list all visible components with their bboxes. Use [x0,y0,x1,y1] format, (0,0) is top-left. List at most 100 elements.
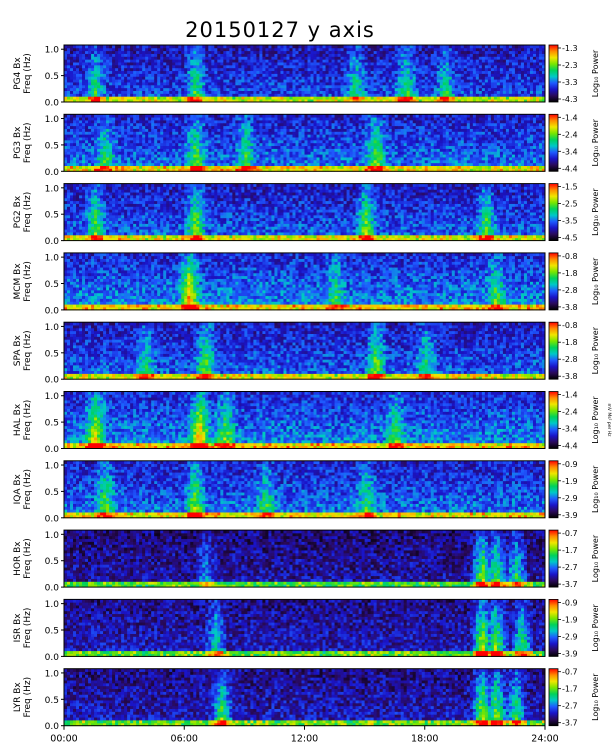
heat-cell [187,137,191,141]
heat-cell [517,76,522,80]
heat-cell [214,93,218,97]
heat-cell [322,139,326,144]
heat-cell [115,53,119,57]
heat-cell [307,159,311,164]
heat-cell [112,134,116,138]
heat-cell [346,90,350,94]
heat-cell [103,84,107,89]
heat-cell [532,82,537,86]
heat-cell [76,99,80,103]
heat-cell [205,168,209,172]
heat-cell [265,131,269,135]
heat-cell [388,90,393,94]
heat-cell [517,87,522,91]
heat-cell [400,87,405,91]
heat-cell [322,125,326,129]
heat-cell [121,73,125,77]
heat-cell [523,93,528,97]
heat-cell [460,50,465,54]
heat-cell [514,53,519,57]
heat-cell [346,45,350,49]
colorbar-tick-label: -2.3 [562,61,578,70]
heat-cell [97,114,101,118]
spectrogram-cells [64,114,546,172]
heat-cell [301,154,305,158]
heat-cell [499,96,504,100]
heat-cell [193,122,197,127]
heat-cell [286,145,290,149]
heat-cell [64,93,68,97]
heat-cell [157,82,161,86]
heat-cell [277,50,281,54]
heat-cell [334,93,338,97]
heat-cell [529,64,534,69]
heat-cell [316,50,320,54]
heat-cell [70,165,74,169]
heat-cell [193,76,197,80]
heat-cell [244,131,248,135]
heat-cell [88,73,92,77]
heat-cell [178,117,182,121]
heat-cell [256,151,260,155]
heat-cell [250,134,254,138]
heat-cell [247,165,251,169]
heat-cell [220,79,224,83]
heat-cell [400,56,405,60]
heat-cell [169,151,173,155]
heat-cell [262,151,266,155]
heat-cell [472,67,477,72]
heat-cell [73,162,77,166]
heat-cell [373,62,378,66]
heat-cell [469,96,474,100]
heat-cell [436,99,441,103]
heat-cell [535,82,540,86]
heat-cell [250,76,254,80]
heat-cell [403,96,408,100]
heat-cell [187,84,191,89]
heat-cell [85,159,89,164]
heat-cell [229,122,233,127]
heat-cell [361,53,366,57]
heat-cell [286,131,290,135]
heat-cell [106,50,110,54]
heat-cell [232,47,236,52]
heat-cell [211,96,215,100]
heat-cell [289,70,293,74]
heat-cell [436,45,441,49]
heat-cell [163,134,167,138]
heat-cell [82,151,86,155]
heat-cell [436,56,441,60]
heat-cell [121,96,125,100]
heat-cell [175,134,179,138]
heat-cell [211,128,215,132]
heat-cell [124,50,128,54]
heat-cell [229,67,233,72]
heat-cell [295,137,299,141]
heat-cell [136,142,140,147]
heat-cell [364,70,369,74]
heat-cell [487,70,492,74]
heat-cell [319,90,323,94]
heat-cell [229,157,233,161]
heat-cell [505,56,510,60]
heat-cell [370,73,375,77]
heat-cell [325,59,329,63]
heat-cell [388,82,393,86]
heat-cell [112,79,116,83]
heat-cell [301,76,305,80]
heat-cell [85,50,89,54]
heat-cell [115,134,119,138]
heat-cell [220,159,224,164]
heat-cell [271,162,275,166]
heat-cell [100,90,104,94]
heat-cell [526,62,531,66]
heat-cell [529,59,534,63]
heat-cell [304,62,308,66]
heat-cell [205,59,209,63]
heat-cell [295,148,299,152]
heat-cell [226,157,230,161]
heat-cell [427,82,432,86]
heat-cell [94,159,98,164]
heat-cell [286,165,290,169]
heat-cell [124,76,128,80]
